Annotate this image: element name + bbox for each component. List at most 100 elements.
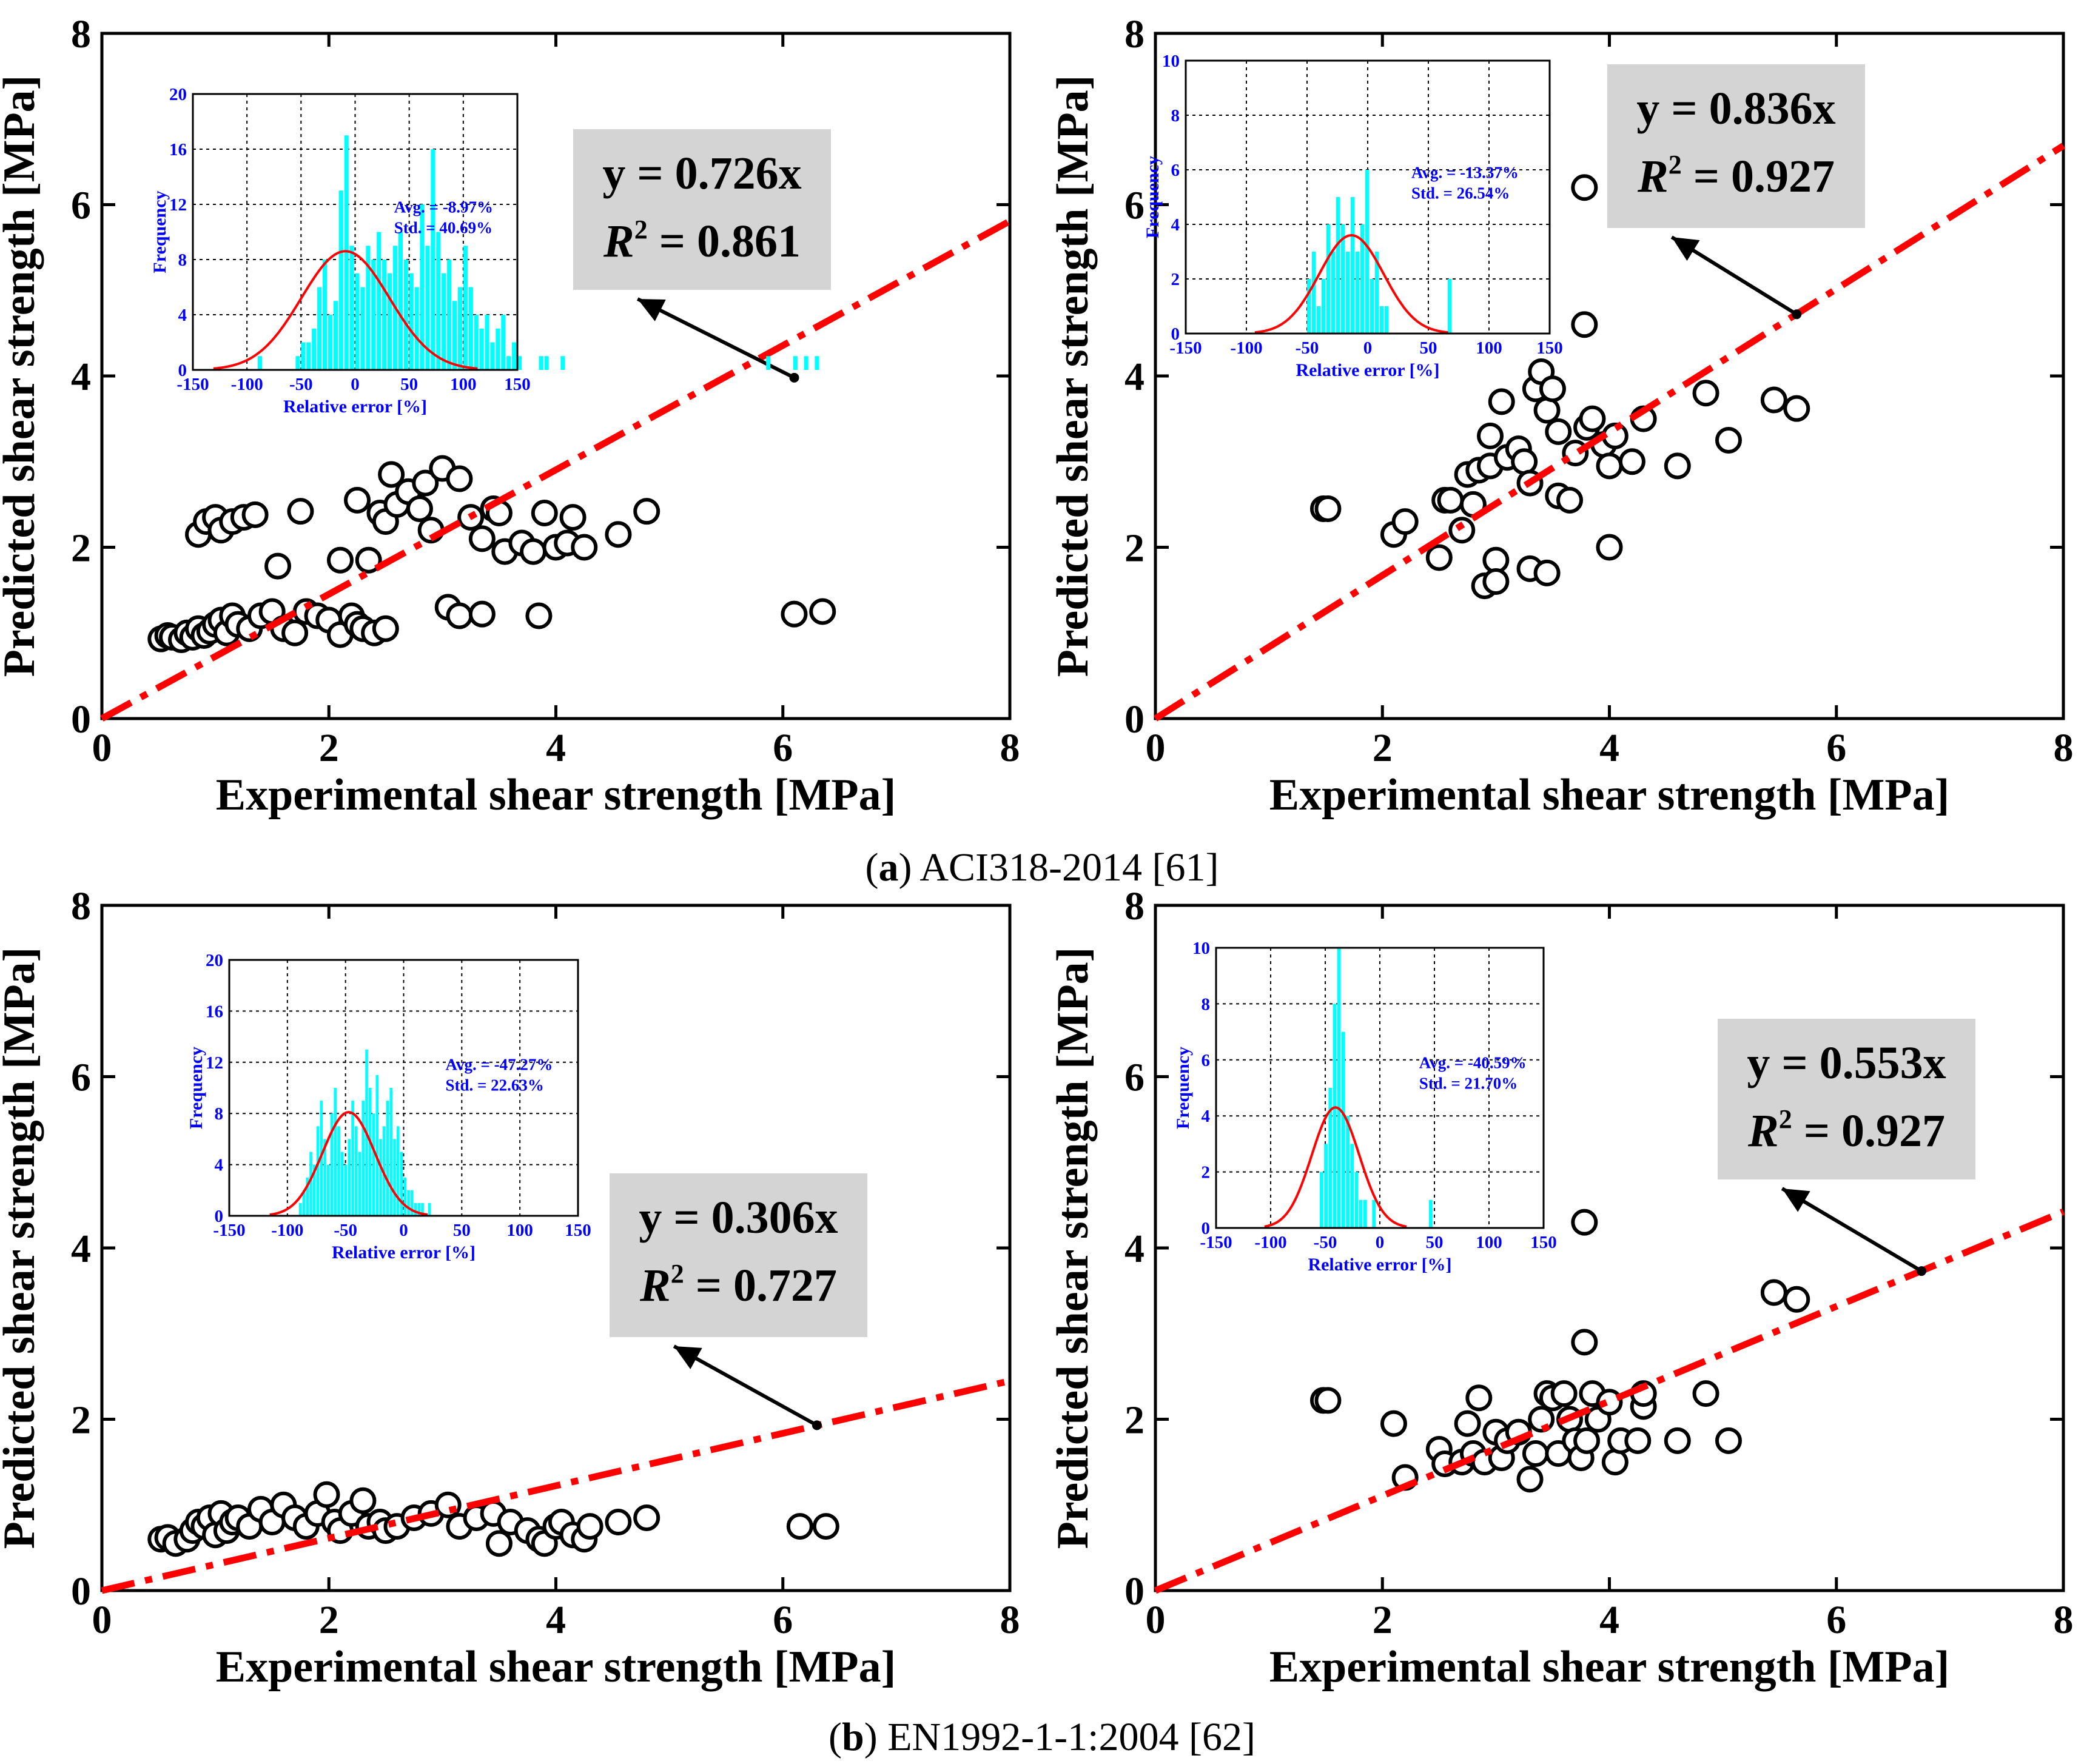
histogram-bars [1307, 170, 1452, 334]
histogram-bar [490, 342, 495, 370]
x-axis-label: Experimental shear strength [MPa] [1269, 1642, 1950, 1692]
y-tick-label: 6 [1124, 1056, 1145, 1100]
inset-avg-label: Avg. = -8.97% [394, 198, 493, 216]
data-points [1309, 1209, 1810, 1493]
histogram-bar [371, 260, 376, 370]
equation-box [610, 1173, 867, 1337]
x-axis-label: Experimental shear strength [MPa] [1269, 770, 1950, 820]
data-point [1545, 418, 1572, 445]
histogram-bar [360, 287, 365, 370]
data-point [1425, 544, 1453, 571]
inset-y-tick: 16 [169, 140, 187, 159]
data-point [1533, 397, 1561, 424]
x-tick-label: 8 [1000, 726, 1020, 770]
data-point [1516, 1466, 1544, 1493]
x-axis-label: Experimental shear strength [MPa] [216, 1642, 896, 1692]
caption-b: (b) EN1992-1-1:2004 [62] [829, 1715, 1255, 1759]
data-point [349, 1487, 377, 1514]
data-point [633, 1504, 660, 1531]
histogram-bar [1372, 1199, 1376, 1228]
histogram-bar [348, 1139, 351, 1216]
inset-y-tick: 20 [169, 85, 187, 104]
inset-x-tick: -50 [1314, 1233, 1337, 1252]
data-point [1533, 559, 1561, 586]
inset-y-tick: 0 [215, 1207, 224, 1226]
x-axis-label: Experimental shear strength [MPa] [216, 770, 896, 820]
histogram-bar [403, 260, 408, 370]
inset-y-label: Frequency [1173, 1047, 1193, 1129]
fit-line [100, 218, 1012, 722]
inset-x-tick: 0 [351, 375, 360, 394]
histogram-bar [338, 190, 343, 370]
histogram-bar [299, 1202, 302, 1216]
histogram-bar [375, 1075, 379, 1216]
inset-avg-label: Avg. = -13.37% [1411, 164, 1519, 182]
histogram-bar [417, 1202, 421, 1216]
y-axis-label: Predicted shear strength [MPa] [0, 947, 44, 1549]
x-tick-label: 0 [92, 726, 112, 770]
data-point [1596, 534, 1623, 561]
x-tick-label: 8 [1000, 1598, 1020, 1642]
inset-y-tick: 0 [178, 361, 187, 380]
data-point [559, 504, 587, 531]
inset-histogram: -150 -100 -50 0 50 100 150 0 2 4 6 8 10 Avg. = -13.37… [1143, 52, 1563, 380]
inset-y-tick: 2 [1202, 1163, 1211, 1182]
histogram-bar [333, 301, 338, 370]
histogram-bar [358, 1152, 361, 1216]
data-point [605, 1509, 632, 1535]
histogram-bar [463, 246, 468, 370]
y-tick-label: 8 [71, 884, 91, 928]
data-point [1482, 546, 1510, 574]
inset-x-tick: -100 [1254, 1233, 1286, 1252]
x-tick-label: 4 [546, 1598, 566, 1642]
fit-equation: y = 0.306x [639, 1192, 838, 1243]
histogram-bar [1375, 252, 1379, 334]
y-tick-label: 8 [1124, 884, 1145, 928]
inset-y-tick: 12 [169, 195, 187, 215]
data-point [1539, 375, 1566, 403]
inset-y-tick: 2 [1171, 270, 1180, 289]
inset-x-tick: -50 [334, 1221, 357, 1240]
inset-y-tick: 0 [1202, 1219, 1211, 1238]
histogram-bar [349, 246, 354, 370]
arrow-line [673, 1344, 818, 1427]
x-tick-label: 8 [2054, 726, 2074, 770]
histogram-bar [372, 1113, 375, 1216]
inset-avg-label: Avg. = -40.59% [1419, 1054, 1527, 1072]
y-tick-label: 6 [1124, 184, 1145, 228]
data-point [1448, 517, 1476, 544]
data-point [406, 495, 433, 522]
histogram-bar [393, 1139, 396, 1216]
histogram-bar [452, 301, 457, 370]
histogram-bar [306, 342, 311, 370]
arrow-line [636, 297, 795, 380]
histogram-bar [323, 260, 328, 370]
y-tick-label: 0 [1124, 697, 1145, 742]
histogram-bar [539, 356, 543, 370]
histogram-bar [351, 1101, 354, 1216]
scatter-panel-4: 0 2 4 6 8 0 2 4 6 8 Experimental shear strength [M… [1048, 884, 2074, 1692]
y-axis-label: Predicted shear strength [MPa] [0, 75, 44, 677]
histogram-bar [1351, 197, 1355, 334]
x-tick-label: 6 [1826, 1598, 1846, 1642]
histogram-bar [1359, 1199, 1363, 1228]
data-point [1314, 1387, 1342, 1414]
r-squared: R2 = 0.861 [603, 215, 801, 267]
normal-fit-curve [213, 250, 478, 370]
histogram-bar [355, 273, 360, 370]
data-point [520, 538, 547, 565]
data-point [812, 1513, 839, 1540]
data-point [326, 546, 354, 574]
x-tick-label: 2 [319, 726, 339, 770]
inset-std-label: Std. = 40.69% [394, 219, 492, 237]
inset-x-tick: 100 [450, 375, 477, 394]
histogram-bar [766, 356, 771, 370]
inset-x-tick: 100 [1476, 1233, 1502, 1252]
data-point [1477, 422, 1504, 449]
histogram-bar [512, 342, 517, 370]
arrow-head [1782, 1189, 1810, 1212]
inset-x-label: Relative error [%] [1296, 360, 1439, 380]
histogram-bar [447, 260, 452, 370]
histogram-bar [1336, 197, 1340, 334]
data-point [1511, 448, 1538, 475]
